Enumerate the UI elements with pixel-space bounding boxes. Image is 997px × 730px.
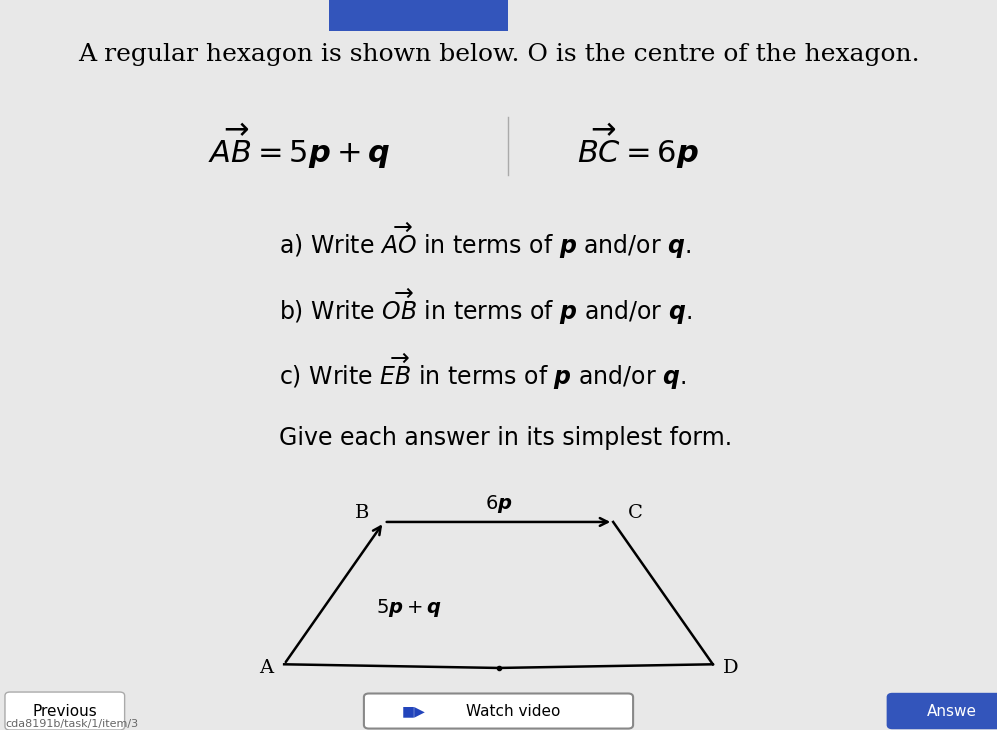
Text: $\overrightarrow{AB} = 5\boldsymbol{p} + \boldsymbol{q}$: $\overrightarrow{AB} = 5\boldsymbol{p} +… xyxy=(208,121,390,171)
Text: Answe: Answe xyxy=(927,704,977,718)
Text: ■▶: ■▶ xyxy=(402,704,426,718)
Text: Watch video: Watch video xyxy=(467,704,560,718)
Text: c) Write $\overrightarrow{EB}$ in terms of $\boldsymbol{p}$ and/or $\boldsymbol{: c) Write $\overrightarrow{EB}$ in terms … xyxy=(279,352,686,393)
Text: Previous: Previous xyxy=(33,704,97,718)
Text: b) Write $\overrightarrow{OB}$ in terms of $\boldsymbol{p}$ and/or $\boldsymbol{: b) Write $\overrightarrow{OB}$ in terms … xyxy=(279,286,692,327)
Text: $5\boldsymbol{p}+\boldsymbol{q}$: $5\boldsymbol{p}+\boldsymbol{q}$ xyxy=(376,597,442,619)
Text: a) Write $\overrightarrow{AO}$ in terms of $\boldsymbol{p}$ and/or $\boldsymbol{: a) Write $\overrightarrow{AO}$ in terms … xyxy=(279,220,692,261)
Text: C: C xyxy=(628,504,642,522)
FancyBboxPatch shape xyxy=(887,694,997,729)
FancyBboxPatch shape xyxy=(364,694,633,729)
Text: A regular hexagon is shown below. O is the centre of the hexagon.: A regular hexagon is shown below. O is t… xyxy=(78,43,919,66)
Text: $\overrightarrow{BC} = 6\boldsymbol{p}$: $\overrightarrow{BC} = 6\boldsymbol{p}$ xyxy=(577,121,699,171)
FancyBboxPatch shape xyxy=(329,0,508,31)
FancyBboxPatch shape xyxy=(5,692,125,730)
Text: Give each answer in its simplest form.: Give each answer in its simplest form. xyxy=(279,426,732,450)
Text: $6\boldsymbol{p}$: $6\boldsymbol{p}$ xyxy=(485,493,512,515)
Text: cda8191b/task/1/item/3: cda8191b/task/1/item/3 xyxy=(5,719,139,729)
Text: D: D xyxy=(723,659,739,677)
FancyBboxPatch shape xyxy=(0,690,997,730)
Text: B: B xyxy=(355,504,369,522)
Text: A: A xyxy=(259,659,273,677)
